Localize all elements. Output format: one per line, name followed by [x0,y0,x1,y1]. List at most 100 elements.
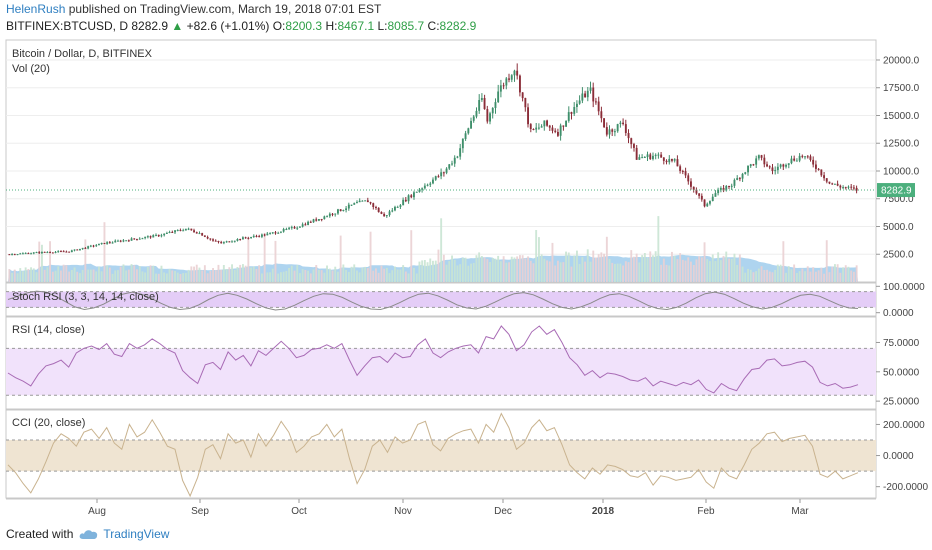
volume-bar [152,265,155,282]
volume-bar [668,265,671,282]
candle-body [432,179,434,184]
volume-bar [836,264,839,282]
volume-bar [671,251,673,282]
candle-body [163,233,166,236]
volume-bar [149,265,152,282]
candle-body [22,253,24,255]
candle-body [801,155,804,157]
volume-bar [747,268,749,282]
volume-bar [614,263,616,282]
volume-bar [261,273,263,282]
candle-body [293,227,296,229]
candle-body [277,232,280,234]
volume-bar [119,266,122,282]
candle-body [307,221,309,225]
volume-bar [633,256,635,282]
volume-bar [328,268,331,282]
volume-bar [749,269,752,282]
volume-bar [236,267,239,282]
candle-body [847,186,850,188]
symbol[interactable]: BITFINEX:BTCUSD, D [6,19,129,33]
volume-bar [339,235,342,282]
candle-body [817,168,820,170]
candle-body [559,125,562,136]
volume-bar [60,270,62,282]
volume-bar [497,255,500,282]
candle-body [426,184,429,186]
time-axis[interactable]: Aug Sep Oct Nov Dec 2018 Feb Mar [88,499,809,517]
candle-body [627,133,630,139]
volume-bar [850,270,853,282]
candle-body [388,211,391,216]
volume-bar [103,222,106,282]
candle-body [497,91,500,102]
volume-bar [361,267,364,282]
volume-bar [13,269,16,282]
volume-bar [793,264,796,282]
volume-bar [307,270,309,282]
volume-bar [239,264,242,282]
candle-body [342,210,345,211]
volume-bar [271,268,274,282]
candle-body [122,240,125,242]
candle-body [356,202,358,204]
candle-body [521,92,524,99]
volume-bar [505,262,508,282]
volume-bar [331,270,334,282]
volume-bar [728,258,730,282]
volume-bar [269,272,271,282]
candle-body [684,171,687,176]
volume-bar [589,261,592,282]
volume-bar [461,257,464,282]
author-link[interactable]: HelenRush [6,2,66,16]
candle-body [662,157,665,161]
volume-bar [144,272,147,282]
volume-bar [233,269,236,282]
candle-body [19,253,22,255]
volume-bar [195,264,198,282]
tradingview-logo[interactable]: TradingView [79,527,169,541]
change-arrow-icon: ▲ [171,19,184,33]
price-tick-label: 7500.0 [883,194,914,205]
volume-bar [630,250,633,282]
candle-body [396,206,399,208]
candle-body [369,202,372,204]
candle-body [24,253,27,255]
candle-body [60,251,62,253]
candle-body [461,139,464,149]
volume-bar [451,255,453,282]
candle-body [798,155,801,161]
candle-body [836,183,839,186]
candle-body [43,251,46,253]
candle-body [30,253,32,255]
volume-bar [730,258,733,282]
candle-body [804,156,806,158]
volume-bar [510,256,513,282]
indicator-tick-label: 25.0000 [883,397,920,408]
volume-bar [744,272,747,282]
indicator-tick-label: 0.0000 [883,451,914,462]
candle-body [165,233,168,234]
volume-bar [345,269,347,282]
candle-body [331,213,334,215]
candle-body [312,219,315,223]
volume-bar [296,265,299,282]
volume-bar [369,231,372,282]
volume-bar [790,269,793,282]
price-axis[interactable]: 20000.0 17500.0 15000.0 12500.0 10000.0 7500.… [6,55,920,261]
volume-bar [801,268,804,282]
candle-body [190,228,193,231]
indicator-tick-label: -200.0000 [883,482,928,493]
candle-body [719,188,722,190]
candle-body [757,155,760,159]
candle-body [738,178,741,180]
candle-body [239,239,242,240]
volume-bar [353,264,356,282]
stoch-rsi-plot: 100.0000 0.0000 [6,282,925,319]
volume-bar [174,271,176,282]
candle-body [760,155,763,158]
candle-body [206,237,209,239]
candle-body [220,242,223,244]
candle-body [839,185,842,188]
